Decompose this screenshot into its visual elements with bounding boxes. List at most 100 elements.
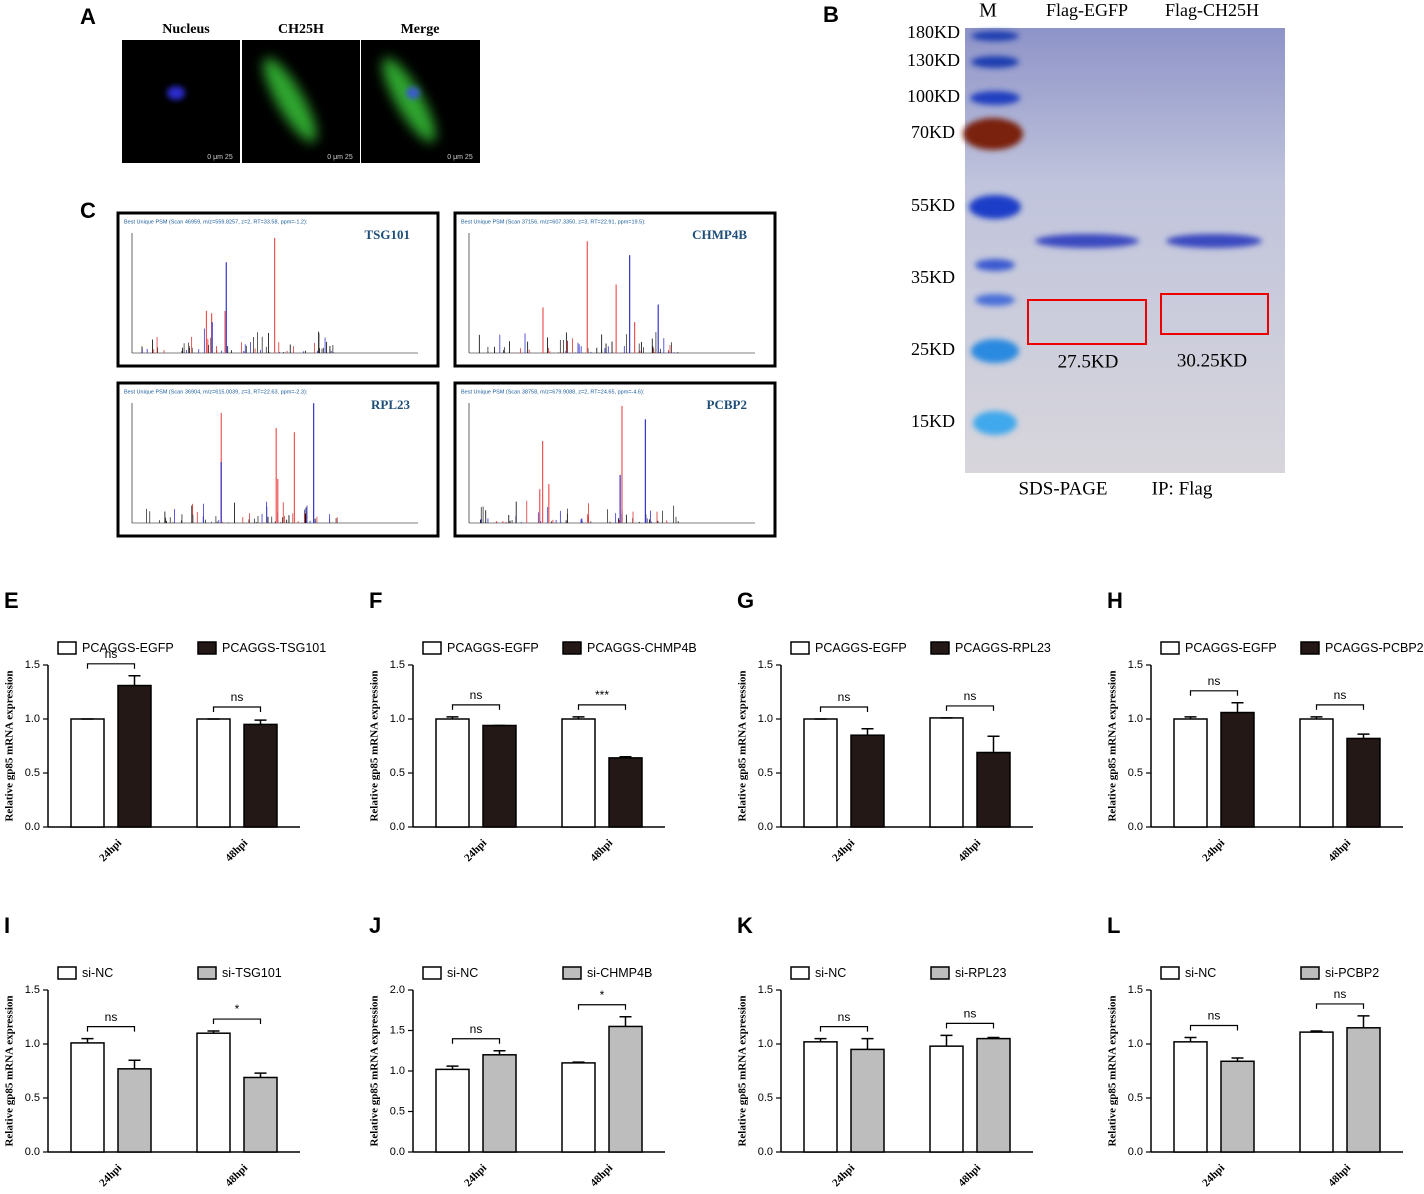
legend-label: PCAGGS-EGFP (815, 641, 907, 655)
protein-label: PCBP2 (707, 397, 747, 412)
bar-chart: L Relative gp85 mRNA expression 0.0 0.5 1.0 1… (1107, 913, 1403, 1189)
legend-label: PCAGGS-RPL23 (955, 641, 1051, 655)
image-title: Merge (401, 22, 440, 37)
bar (1346, 737, 1381, 828)
box-label: 27.5KD (1058, 351, 1119, 372)
y-tick-label: 1.0 (25, 1038, 40, 1050)
significance-label: ns (838, 1010, 851, 1024)
y-tick-label: 0.0 (25, 1146, 40, 1158)
y-tick-label: 0.5 (25, 1092, 40, 1104)
error-bar (1310, 716, 1323, 719)
y-tick-label: 0.5 (390, 767, 405, 779)
error-bar (814, 1037, 827, 1042)
image-title: Nucleus (162, 22, 210, 37)
error-bar (619, 1015, 632, 1027)
ladder-band (971, 56, 1019, 68)
bar (435, 718, 470, 828)
x-tick-label: 48hpi (956, 1162, 983, 1189)
y-tick-label: 1.0 (390, 713, 405, 725)
error-bar (940, 1034, 953, 1047)
error-bar (81, 1037, 94, 1043)
spectrum-header: Best Unique PSM (Scan 37156, m/z=607.335… (461, 219, 646, 225)
legend-swatch (790, 641, 810, 655)
significance-label: ns (1208, 1009, 1221, 1023)
bar (1220, 711, 1255, 828)
bar (1173, 1041, 1208, 1153)
legend-swatch (1160, 641, 1180, 655)
protein-label: TSG101 (364, 227, 410, 242)
y-axis-label: Relative gp85 mRNA expression (369, 995, 381, 1146)
bar (117, 1068, 152, 1153)
error-bar (572, 1061, 585, 1063)
panel-c: C Best Unique PSM (Scan 46959, m/z=559.8… (80, 198, 777, 538)
gel (965, 28, 1285, 473)
legend-swatch (57, 966, 77, 980)
legend-label: PCAGGS-EGFP (1185, 641, 1277, 655)
significance-bracket (577, 1004, 627, 1010)
gel-band (1166, 234, 1262, 248)
legend-label: si-NC (815, 966, 846, 980)
y-tick-label: 0.0 (390, 1146, 405, 1158)
bar (70, 1042, 105, 1153)
significance-label: ns (838, 690, 851, 704)
legend-swatch (562, 966, 582, 980)
bar (850, 734, 885, 828)
legend-swatch (197, 641, 217, 655)
y-tick-label: 0.5 (758, 1092, 773, 1104)
ladder-band (971, 339, 1019, 363)
y-tick-label: 1.0 (758, 713, 773, 725)
significance-label: ns (964, 689, 977, 703)
ladder (963, 31, 1023, 435)
y-axis-label: Relative gp85 mRNA expression (4, 670, 16, 821)
error-bar (207, 1030, 220, 1034)
y-tick-label: 1.5 (25, 659, 40, 671)
legend-label: si-NC (1185, 966, 1216, 980)
y-tick-label: 1.0 (25, 713, 40, 725)
y-tick-label: 0.5 (758, 767, 773, 779)
panel-label: G (737, 588, 754, 613)
box-label: 30.25KD (1177, 350, 1247, 371)
significance-bracket (819, 1026, 869, 1032)
y-tick-label: 1.0 (758, 1038, 773, 1050)
marker-label: 180KD (907, 22, 960, 42)
markers: 180KD 130KD 100KD 70KD 55KD 35KD 25KD 15… (907, 22, 960, 431)
x-tick-label: 24hpi (462, 837, 489, 864)
significance-label: ns (1208, 674, 1221, 688)
y-tick-label: 1.0 (1128, 1038, 1143, 1050)
x-tick-label: 48hpi (1326, 837, 1353, 864)
lane-label: M (979, 0, 997, 22)
bar (803, 718, 838, 828)
error-bar (446, 1065, 459, 1070)
panel-b: B M Flag-EGFP Flag-CH25H 180KD 130KD 100… (823, 0, 1285, 499)
error-bar (1357, 733, 1370, 739)
spectrum-header: Best Unique PSM (Scan 36904, m/z=615.003… (124, 389, 308, 395)
protein-label: CHMP4B (692, 227, 747, 242)
panel-label: E (4, 588, 19, 613)
spectrum-header: Best Unique PSM (Scan 46959, m/z=559.825… (124, 219, 308, 225)
significance-bracket (86, 663, 136, 669)
bar (196, 718, 231, 828)
bar (243, 1076, 278, 1153)
significance-label: * (235, 1002, 240, 1016)
bar (196, 1032, 231, 1153)
ladder-band (975, 259, 1015, 271)
marker-label: 70KD (911, 122, 955, 142)
significance-label: *** (595, 688, 609, 702)
legend-swatch (790, 966, 810, 980)
bar (1220, 1060, 1255, 1153)
significance-label: ns (231, 690, 244, 704)
significance-label: ns (964, 1007, 977, 1021)
y-axis-label: Relative gp85 mRNA expression (4, 995, 16, 1146)
significance-bracket (451, 1038, 501, 1044)
legend-swatch (1160, 966, 1180, 980)
significance-label: ns (470, 688, 483, 702)
error-bar (493, 1050, 506, 1055)
panel-label: B (823, 2, 839, 27)
y-tick-label: 0.0 (390, 821, 405, 833)
significance-label: ns (105, 1010, 118, 1024)
x-tick-label: 24hpi (462, 1162, 489, 1189)
footer-label: SDS-PAGE (1018, 478, 1107, 499)
x-tick-label: 24hpi (97, 1162, 124, 1189)
significance-bracket (1189, 1024, 1239, 1031)
lane-label: Flag-EGFP (1046, 0, 1128, 20)
